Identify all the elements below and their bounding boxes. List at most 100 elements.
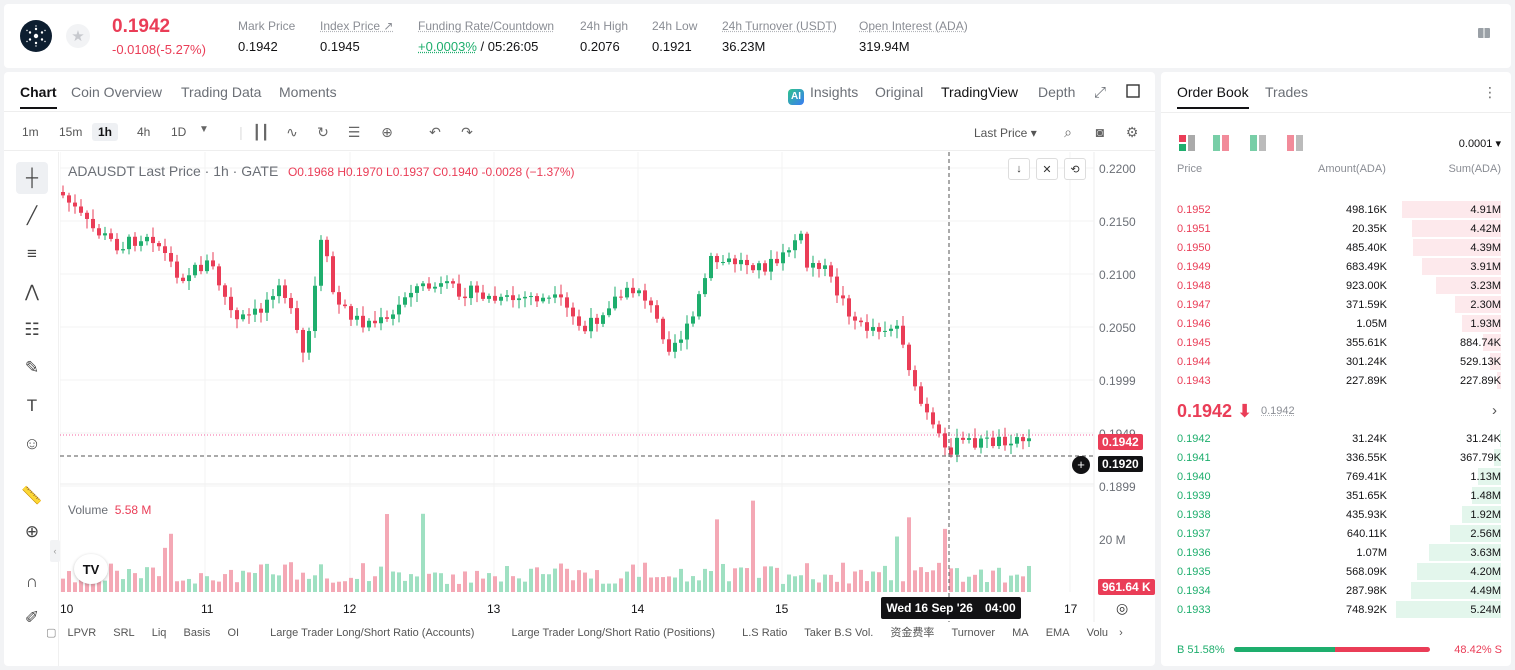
arrow-down-icon[interactable]: ↓ [1008, 158, 1030, 180]
bid-row[interactable]: 0.1935 568.09K 4.20M [1161, 562, 1511, 581]
indicator-lpvr[interactable]: LPVR [67, 627, 97, 639]
bid-row[interactable]: 0.1941 336.55K 367.79K [1161, 448, 1511, 467]
expand-icon[interactable]: ⤢ [1094, 84, 1107, 101]
pattern-icon[interactable]: ⋀ [25, 282, 39, 301]
ruler-icon[interactable]: 📏 [21, 486, 43, 505]
interval-1d[interactable]: 1D [171, 125, 187, 139]
text-tool-icon[interactable]: T [26, 396, 38, 415]
target-icon[interactable]: ◎ [1116, 600, 1129, 616]
view-split-icon[interactable] [1213, 135, 1229, 156]
favorite-star-icon[interactable]: ★ [66, 24, 90, 48]
crosshair-icon[interactable]: ┼ [16, 162, 48, 194]
ask-row[interactable]: 0.1947 371.59K 2.30M [1161, 295, 1511, 314]
chevron-down-icon[interactable]: ▼ [199, 124, 209, 135]
indicator-liq[interactable]: Liq [151, 627, 167, 639]
tab-trades[interactable]: Trades [1265, 84, 1309, 100]
indicator-turnover[interactable]: Turnover [951, 627, 996, 639]
ticker-header: ★ 0.1942 -0.0108(-5.27%) Mark Price 0.194… [4, 4, 1511, 68]
tab-moments[interactable]: Moments [279, 84, 337, 100]
view-asks-icon[interactable] [1287, 135, 1303, 156]
tab-trading-data[interactable]: Trading Data [181, 84, 262, 100]
bid-row[interactable]: 0.1938 435.93K 1.92M [1161, 505, 1511, 524]
indicator-srl[interactable]: SRL [113, 627, 135, 639]
ask-row[interactable]: 0.1949 683.49K 3.91M [1161, 257, 1511, 276]
chevron-right-icon[interactable]: › [1119, 627, 1123, 639]
indicator-volume[interactable]: Volu [1086, 627, 1109, 639]
stat-index-price[interactable]: Index Price ↗ 0.1945 [320, 19, 394, 54]
indicator-icon[interactable]: ∿ [286, 124, 298, 140]
indicator-basis[interactable]: Basis [183, 627, 211, 639]
indicator-ma[interactable]: MA [1012, 627, 1029, 639]
ask-row[interactable]: 0.1946 1.05M 1.93M [1161, 314, 1511, 333]
precision-select[interactable]: 0.0001 ▾ [1458, 138, 1501, 150]
view-original[interactable]: Original [875, 84, 924, 100]
trendline-icon[interactable]: ╱ [26, 206, 38, 225]
indicator-ls-accounts[interactable]: Large Trader Long/Short Ratio (Accounts) [270, 627, 475, 639]
bid-row[interactable]: 0.1939 351.65K 1.48M [1161, 486, 1511, 505]
interval-15m[interactable]: 15m [59, 125, 83, 139]
view-bids-icon[interactable] [1250, 135, 1266, 156]
compare-icon[interactable]: ↻ [317, 124, 329, 140]
bid-row[interactable]: 0.1933 748.92K 5.24M [1161, 600, 1511, 619]
add-alert-icon[interactable]: + [1072, 456, 1090, 474]
undo-icon[interactable]: ↶ [429, 124, 441, 140]
magnet-icon[interactable]: ∩ [25, 572, 39, 591]
view-tradingview[interactable]: TradingView [941, 84, 1019, 100]
more-vertical-icon[interactable]: ⋮ [1483, 84, 1497, 100]
sum-cell: 2.56M [1470, 528, 1501, 540]
ask-row[interactable]: 0.1948 923.00K 3.23M [1161, 276, 1511, 295]
indicator-toggle-icon[interactable]: ▢ [46, 627, 57, 639]
indicator-ls-positions[interactable]: Large Trader Long/Short Ratio (Positions… [511, 627, 716, 639]
ask-row[interactable]: 0.1945 355.61K 884.74K [1161, 333, 1511, 352]
bid-row[interactable]: 0.1942 31.24K 31.24K [1161, 429, 1511, 448]
tab-order-book[interactable]: Order Book [1177, 84, 1249, 109]
tab-coin-overview[interactable]: Coin Overview [71, 84, 163, 100]
settings-gear-icon[interactable]: ⚙ [1125, 124, 1139, 140]
book-icon[interactable] [1477, 26, 1495, 44]
bid-row[interactable]: 0.1937 640.11K 2.56M [1161, 524, 1511, 543]
indicator-funding-rate[interactable]: 资金费率 [890, 627, 935, 639]
view-both-icon[interactable] [1179, 135, 1195, 156]
interval-1m[interactable]: 1m [22, 125, 39, 139]
bid-row[interactable]: 0.1934 287.98K 4.49M [1161, 581, 1511, 600]
alert-add-icon[interactable]: ⊕ [381, 124, 393, 140]
bid-row[interactable]: 0.1936 1.07M 3.63M [1161, 543, 1511, 562]
indicator-ema[interactable]: EMA [1045, 627, 1070, 639]
ask-row[interactable]: 0.1951 20.35K 4.42M [1161, 219, 1511, 238]
candlestick-chart[interactable] [60, 152, 1155, 622]
refresh-icon[interactable]: ⟲ [1064, 158, 1086, 180]
redo-icon[interactable]: ↷ [461, 124, 473, 140]
interval-4h[interactable]: 4h [137, 125, 151, 139]
collapse-icon[interactable]: ✕ [1036, 158, 1058, 180]
search-icon[interactable]: ⌕ [1064, 124, 1072, 140]
ask-row[interactable]: 0.1943 227.89K 227.89K [1161, 371, 1511, 390]
interval-1h[interactable]: 1h [92, 123, 119, 141]
bid-row[interactable]: 0.1940 769.41K 1.13M [1161, 467, 1511, 486]
template-icon[interactable]: ☰ [347, 124, 361, 140]
x-tick: 12 [343, 602, 357, 616]
camera-icon[interactable]: ◙ [1095, 124, 1105, 140]
ask-row[interactable]: 0.1952 498.16K 4.91M [1161, 200, 1511, 219]
window-icon[interactable] [1126, 84, 1140, 101]
brush-icon[interactable]: ✎ [24, 358, 40, 377]
lock-pencil-icon[interactable]: ✐ [24, 608, 40, 627]
ask-row[interactable]: 0.1950 485.40K 4.39M [1161, 238, 1511, 257]
stat-funding-rate[interactable]: Funding Rate/Countdown +0.0003% / 05:26:… [418, 19, 555, 54]
indicator-oi[interactable]: OI [227, 627, 240, 639]
y-tick: 0.1999 [1099, 374, 1136, 388]
emoji-icon[interactable]: ☺ [23, 434, 41, 453]
chevron-right-icon[interactable]: › [1492, 402, 1497, 419]
ask-row[interactable]: 0.1944 301.24K 529.13K [1161, 352, 1511, 371]
view-insights[interactable]: AI Insights [788, 84, 858, 105]
price-type-select[interactable]: Last Price ▾ [974, 126, 1037, 140]
indicator-taker-vol[interactable]: Taker B.S Vol. [804, 627, 874, 639]
tab-chart[interactable]: Chart [20, 84, 57, 109]
candle-type-icon[interactable]: ┃┃ [252, 124, 270, 140]
indicator-ls-ratio[interactable]: L.S Ratio [742, 627, 788, 639]
price-cell: 0.1946 [1177, 318, 1211, 330]
zoom-in-icon[interactable]: ⊕ [24, 522, 40, 541]
fib-icon[interactable]: ☷ [24, 320, 40, 339]
collapse-toolbar-icon[interactable]: ‹ [50, 540, 60, 562]
view-depth[interactable]: Depth [1038, 84, 1076, 100]
horizontal-lines-icon[interactable]: ≡ [27, 244, 37, 263]
